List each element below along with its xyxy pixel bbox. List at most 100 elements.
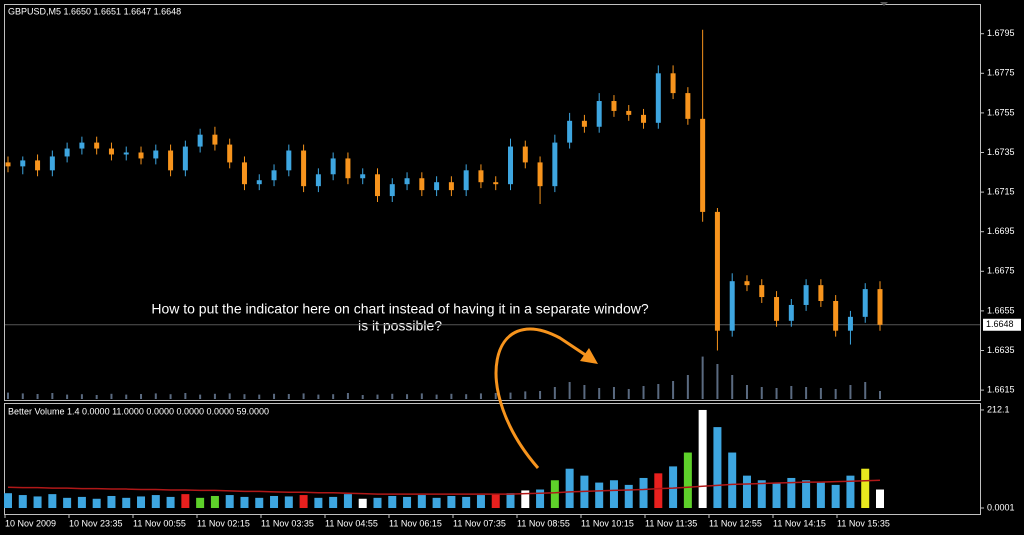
candle-body (108, 148, 114, 155)
volume-bar (639, 477, 648, 508)
volume-bar (698, 409, 707, 508)
y-tick-label: 1.6655 (987, 305, 1015, 315)
volume-bar (270, 495, 279, 508)
volume-bar (521, 490, 530, 508)
candle-body (877, 289, 883, 325)
y-tick-label: 1.6755 (987, 107, 1015, 117)
volume-bar (122, 497, 131, 508)
main-volume-bar (184, 393, 187, 399)
volume-bar (196, 497, 205, 508)
y-tick-label: 1.6635 (987, 345, 1015, 355)
candle-body (803, 285, 809, 305)
main-volume-bar (849, 385, 852, 399)
volume-bar (329, 496, 338, 508)
main-volume-bar (66, 394, 69, 399)
y-tick-label: 1.6615 (987, 384, 1015, 394)
indicator-title: Better Volume 1.4 0.0000 11.0000 0.0000 … (8, 406, 269, 416)
chart-title: GBPUSD,M5 1.6650 1.6651 1.6647 1.6648 (8, 6, 181, 16)
volume-bar (462, 496, 471, 508)
main-volume-bar (213, 393, 216, 399)
candle-body (197, 134, 203, 147)
candle-body (759, 285, 765, 298)
candle-body (611, 101, 617, 111)
volume-bar (654, 473, 663, 508)
candle-body (153, 150, 159, 159)
main-volume-bar (36, 394, 39, 399)
volume-bar (624, 484, 633, 508)
y-tick-label: 1.6695 (987, 226, 1015, 236)
x-tick-label: 11 Nov 04:55 (325, 518, 378, 528)
main-volume-bar (332, 394, 335, 399)
volume-bar (403, 496, 412, 508)
main-volume-bar (568, 382, 571, 399)
volume-bar (609, 480, 618, 508)
main-volume-bar (302, 393, 305, 399)
candle-body (862, 289, 868, 317)
arrow (494, 327, 594, 469)
candle-body (670, 73, 676, 94)
main-volume-bar (598, 388, 601, 399)
volume-bar (683, 452, 692, 508)
volume-bar (595, 482, 604, 508)
candle-body (833, 301, 839, 331)
main-volume-bar (864, 382, 867, 399)
y-tick-label: 212.1 (987, 404, 1010, 414)
x-tick-label: 11 Nov 08:55 (517, 518, 570, 528)
volume-bar (506, 493, 515, 508)
volume-bar (255, 497, 264, 508)
volume-bar (314, 497, 323, 508)
main-volume-bar (879, 391, 881, 399)
main-volume-bar (686, 375, 689, 399)
candle-body (212, 134, 218, 145)
main-volume-bar (612, 387, 615, 399)
candle-body (35, 160, 41, 171)
candle-body (552, 142, 558, 187)
candle-body (522, 146, 528, 163)
volume-bar (299, 495, 308, 508)
candle-body (714, 211, 720, 331)
main-volume-bar (539, 391, 542, 399)
last-price-label: 1.6648 (986, 319, 1014, 329)
volume-bar (77, 496, 86, 508)
candle-body (596, 101, 602, 127)
candle-body (537, 162, 543, 187)
candle-body (360, 174, 366, 179)
volume-bar (876, 489, 884, 508)
volume-bar (151, 495, 160, 508)
x-tick-label: 10 Nov 23:35 (69, 518, 123, 528)
volume-bar (787, 477, 796, 508)
main-volume-bar (657, 384, 660, 399)
main-volume-bar (775, 388, 778, 399)
indicator-pane (4, 403, 981, 515)
main-volume-bar (627, 389, 630, 399)
main-volume-bar (258, 394, 261, 399)
volume-bar (669, 466, 678, 508)
main-volume-bar (834, 389, 837, 399)
main-volume-bar (642, 386, 645, 399)
x-tick-label: 11 Nov 10:15 (581, 518, 634, 528)
main-volume-bar (435, 394, 438, 399)
candle-body (463, 170, 469, 191)
main-volume-bar (95, 395, 98, 399)
x-tick-label: 11 Nov 12:55 (709, 518, 762, 528)
main-volume-bar (287, 394, 290, 399)
main-volume-bar (805, 387, 808, 399)
main-volume-bar (21, 393, 24, 399)
candle-body (241, 162, 247, 185)
main-volume-bar (361, 395, 364, 399)
candle-body (788, 304, 794, 321)
main-volume-bar (420, 393, 423, 399)
volume-bar (284, 496, 293, 508)
volume-bar (476, 495, 485, 508)
main-volume-bar (51, 393, 54, 399)
candle-body (626, 110, 632, 115)
main-volume-bar (154, 393, 157, 399)
volume-bar (447, 495, 456, 508)
candle-body (508, 146, 514, 185)
last-price-box (983, 318, 1021, 331)
main-volume-bar (80, 394, 83, 399)
volume-bar (225, 495, 234, 508)
volume-bar (861, 468, 870, 508)
main-volume-bar (479, 393, 482, 399)
main-volume-bar (7, 392, 9, 399)
